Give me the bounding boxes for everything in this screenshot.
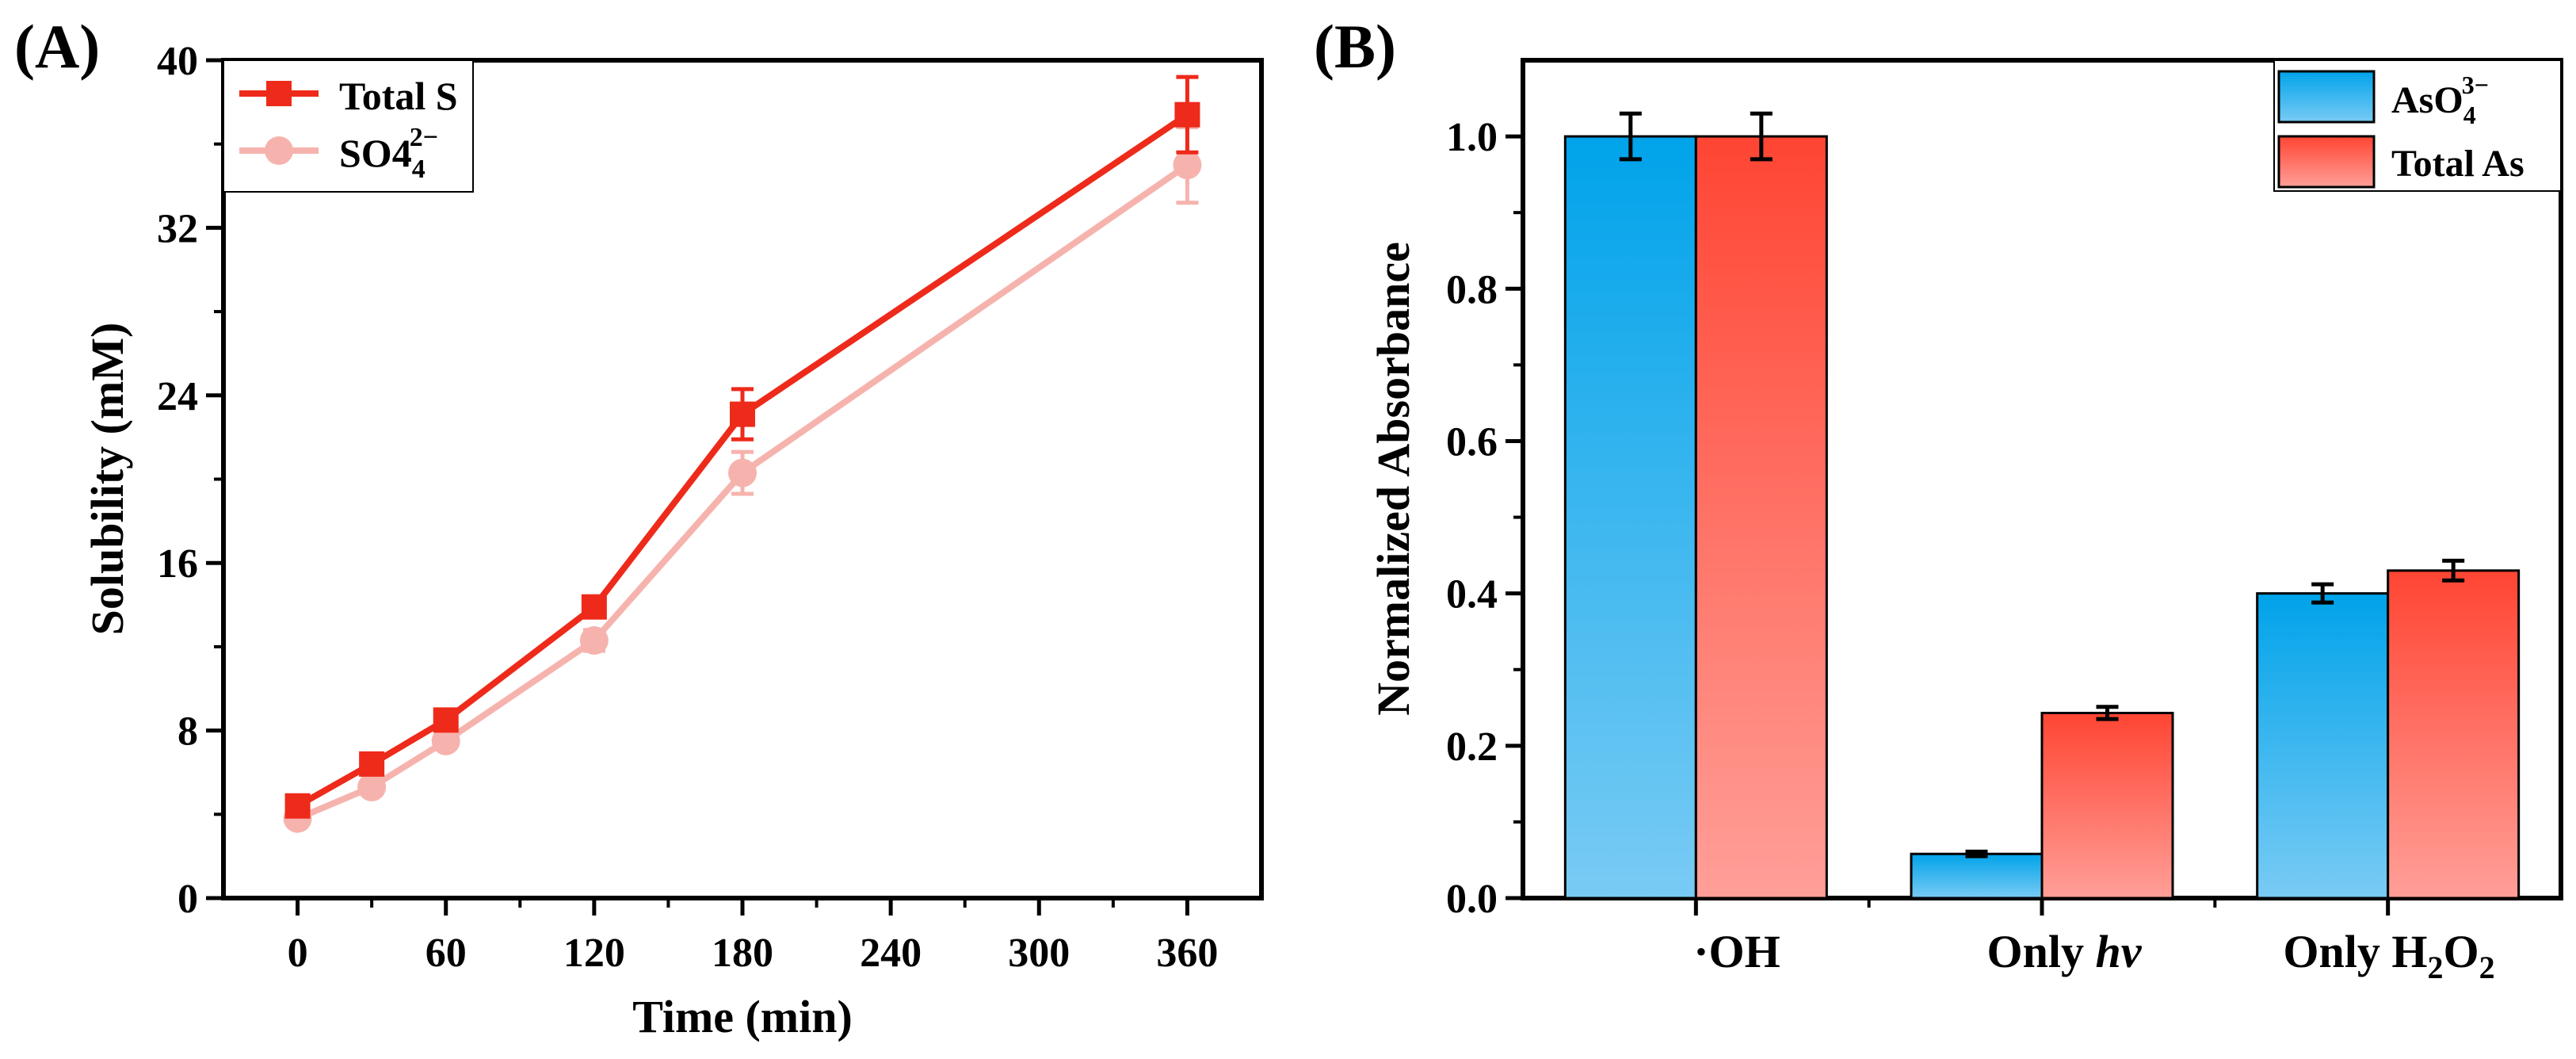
- bar-total-as: [1694, 135, 1828, 900]
- legend-marker-total-s: [266, 81, 292, 106]
- panel-a: (A) 0 60 120 180 240 300 360 0 8 16 24 32 40 Time (…: [14, 12, 1264, 1042]
- data-point: [581, 594, 607, 620]
- y-tick-label: 24: [157, 374, 198, 419]
- y-tick-label: 40: [157, 39, 198, 84]
- panel-b-category-label-oh: ·OH: [1693, 926, 1780, 977]
- x-tick-label: 240: [860, 931, 922, 976]
- x-tick-label: 180: [712, 931, 773, 976]
- series-total-s: [284, 75, 1200, 819]
- y-tick-label: 1.0: [1446, 115, 1498, 160]
- panel-a-legend: Total S SO442−: [223, 59, 474, 193]
- y-tick-label: 32: [157, 206, 198, 251]
- bar-aso4: [1563, 135, 1697, 900]
- x-tick-label: 120: [563, 931, 625, 976]
- panel-a-y-axis-label: Solubility (mM): [82, 323, 133, 636]
- legend-label-total-s: Total S: [339, 74, 458, 118]
- legend-swatch-aso4: [2277, 70, 2376, 124]
- panel-b-legend: AsO43− Total As: [2273, 59, 2562, 192]
- legend-label-sulfate: SO442−: [339, 123, 438, 184]
- data-point: [579, 625, 609, 655]
- y-tick-label: 0.0: [1446, 877, 1498, 922]
- x-tick-label: 300: [1008, 931, 1070, 976]
- legend-label-aso4: AsO43−: [2391, 71, 2489, 129]
- y-tick-label: 16: [157, 541, 198, 587]
- series-sulfate: [283, 125, 1202, 833]
- legend-swatch-total-as: [2277, 135, 2376, 189]
- panel-b-y-axis-label: Normalized Absorbance: [1368, 242, 1419, 716]
- panel-b-category-label-only-h2o2: Only H2O2: [2283, 926, 2494, 985]
- panel-a-series: [283, 75, 1202, 833]
- y-tick-label: 0.8: [1446, 267, 1498, 312]
- x-tick-label: 0: [288, 931, 308, 976]
- data-point: [357, 772, 387, 801]
- panel-a-legend-box: [223, 59, 474, 193]
- y-tick-label: 0: [177, 877, 198, 922]
- y-tick-label: 8: [177, 709, 198, 755]
- panel-a-x-ticks: 0 60 120 180 240 300 360: [288, 898, 1218, 976]
- data-point: [1173, 151, 1202, 180]
- panel-b: (B) 0.0 0.2 0.4 0.6 0.8 1.0 Normalized Absorb…: [1314, 12, 2563, 985]
- bar-aso4: [1910, 852, 2044, 900]
- data-point: [433, 707, 459, 733]
- x-tick-label: 60: [426, 931, 467, 976]
- x-tick-label: 360: [1156, 931, 1218, 976]
- panel-b-label: (B): [1314, 12, 1396, 81]
- bar-aso4: [2256, 592, 2390, 900]
- panel-a-x-axis-label: Time (min): [632, 991, 853, 1042]
- y-tick-label: 0.2: [1446, 724, 1498, 770]
- legend-label-total-as: Total As: [2391, 143, 2524, 185]
- data-point: [730, 401, 755, 427]
- y-tick-label: 0.4: [1446, 572, 1498, 617]
- panel-b-y-ticks: 0.0 0.2 0.4 0.6 0.8 1.0: [1446, 115, 1523, 922]
- data-point: [1174, 101, 1200, 128]
- bar-total-as: [2040, 711, 2174, 900]
- data-point: [431, 726, 460, 755]
- y-tick-label: 0.6: [1446, 419, 1498, 465]
- data-point: [728, 458, 757, 487]
- panel-a-label: (A): [14, 12, 100, 81]
- legend-marker-sulfate: [265, 136, 293, 165]
- data-point: [284, 793, 311, 819]
- panel-b-category-label-only-hv: Only hv: [1987, 926, 2143, 977]
- bar-total-as: [2387, 569, 2521, 900]
- panel-a-y-ticks: 0 8 16 24 32 40: [157, 39, 223, 922]
- panel-b-bars: [1563, 111, 2521, 916]
- data-point: [359, 751, 385, 777]
